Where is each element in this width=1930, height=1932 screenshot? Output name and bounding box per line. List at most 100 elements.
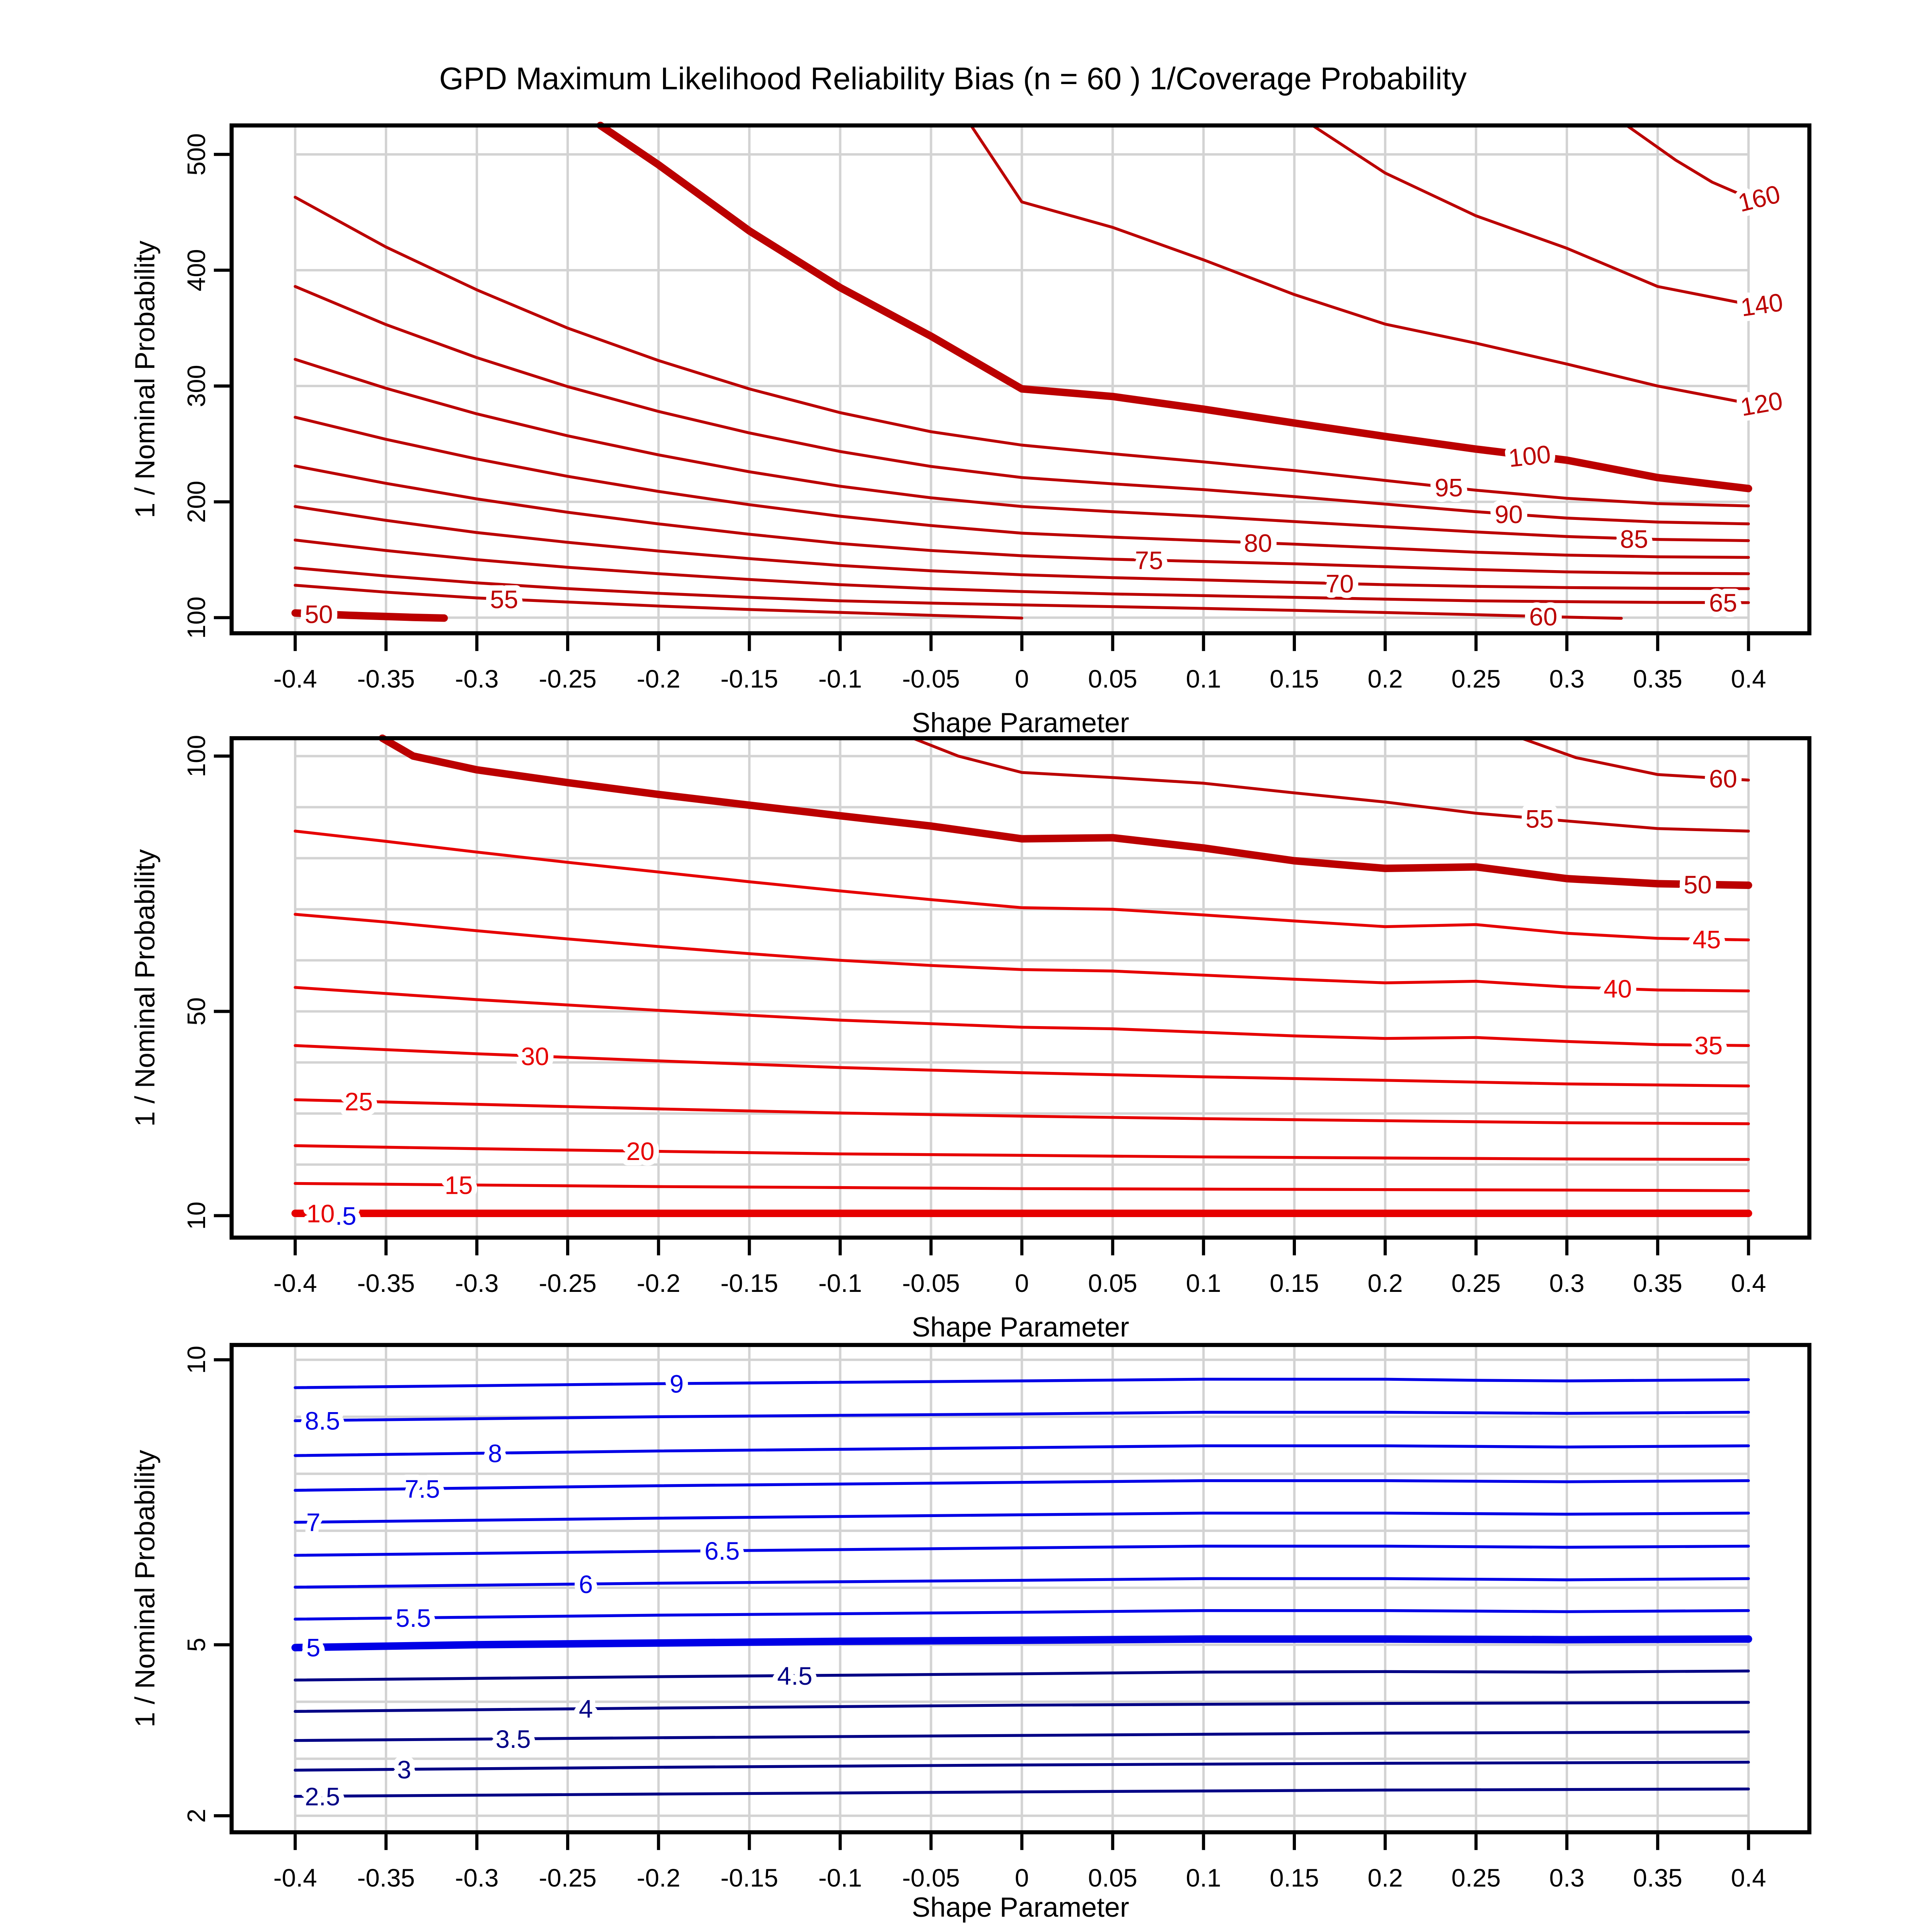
contour-line-8 xyxy=(294,1444,1750,1457)
y-tick-label: 300 xyxy=(183,365,211,407)
contour-line-35 xyxy=(294,986,1750,1047)
x-tick-label: 0.3 xyxy=(1549,665,1585,693)
contour-label-50: 50 xyxy=(305,601,333,629)
x-tick-label: 0 xyxy=(1015,665,1029,693)
x-tick-label: -0.25 xyxy=(539,1864,597,1892)
x-tick-label: 0.35 xyxy=(1633,1269,1682,1298)
x-tick-label: -0.3 xyxy=(455,1269,499,1298)
contour-label-35: 35 xyxy=(1694,1032,1723,1060)
x-tick-label: 0.25 xyxy=(1452,1269,1501,1298)
contour-label-120: 120 xyxy=(1738,386,1785,421)
contour-line-45 xyxy=(294,829,1750,942)
x-tick-label: 0.2 xyxy=(1367,665,1403,693)
x-tick-label: 0.05 xyxy=(1088,1864,1137,1892)
contour-line-5 xyxy=(291,1635,1752,1652)
x-tick-label: 0.15 xyxy=(1270,1269,1319,1298)
x-tick-label: -0.1 xyxy=(818,1864,862,1892)
x-tick-label: -0.4 xyxy=(273,1269,317,1298)
y-tick-label: 2 xyxy=(183,1809,211,1823)
x-tick-label: 0.4 xyxy=(1731,1269,1766,1298)
contour-line-4.5 xyxy=(294,1669,1750,1682)
contour-line-120 xyxy=(969,124,1750,405)
contour-line-9 xyxy=(294,1378,1750,1389)
contour-label-10: 10 xyxy=(306,1200,335,1228)
x-tick-label: 0 xyxy=(1015,1269,1029,1298)
x-tick-label: -0.35 xyxy=(357,665,415,693)
contour-line-60 xyxy=(1520,737,1750,782)
contour-label-140: 140 xyxy=(1739,288,1785,322)
x-tick-label: -0.4 xyxy=(273,665,317,693)
x-tick-label: -0.2 xyxy=(636,1269,680,1298)
y-tick-label: 100 xyxy=(183,597,211,639)
y-tick-label: 200 xyxy=(183,481,211,523)
contour-line-15 xyxy=(294,1182,1750,1192)
x-tick-label: 0.05 xyxy=(1088,665,1137,693)
y-axis-label: 1 / Nominal Probability xyxy=(129,849,160,1127)
contour-line-7.5 xyxy=(294,1479,1750,1492)
contour-line-70 xyxy=(294,505,1750,590)
x-tick-label: 0 xyxy=(1015,1864,1029,1892)
contour-line-80 xyxy=(294,416,1750,559)
x-tick-label: 0.35 xyxy=(1633,1864,1682,1892)
x-tick-label: -0.3 xyxy=(455,665,499,693)
contour-line-95 xyxy=(294,195,1750,507)
y-axis-label: 1 / Nominal Probability xyxy=(129,240,160,518)
contour-label-100: 100 xyxy=(1507,440,1552,473)
x-tick-label: -0.3 xyxy=(455,1864,499,1892)
contour-label-70: 70 xyxy=(1326,570,1354,598)
contour-line-40 xyxy=(294,913,1750,993)
contour-label-9.5: 9.5 xyxy=(321,1202,357,1230)
contour-label-20: 20 xyxy=(626,1137,655,1166)
x-tick-label: -0.35 xyxy=(357,1864,415,1892)
contour-line-55 xyxy=(911,737,1750,833)
x-tick-label: -0.35 xyxy=(357,1269,415,1298)
y-tick-label: 10 xyxy=(183,1201,211,1230)
contour-label-5: 5 xyxy=(306,1634,320,1662)
x-tick-label: 0.4 xyxy=(1731,1864,1766,1892)
x-axis-label: Shape Parameter xyxy=(912,1312,1129,1343)
x-tick-label: 0.15 xyxy=(1270,665,1319,693)
y-axis-label: 1 / Nominal Probability xyxy=(129,1450,160,1727)
x-tick-label: -0.25 xyxy=(539,1269,597,1298)
contour-label-25: 25 xyxy=(345,1088,373,1116)
x-tick-label: 0.1 xyxy=(1186,1864,1221,1892)
y-tick-label: 500 xyxy=(183,133,211,175)
contour-label-3: 3 xyxy=(397,1756,411,1784)
contour-label-30: 30 xyxy=(521,1043,549,1071)
x-tick-label: -0.25 xyxy=(539,665,597,693)
contour-label-5.5: 5.5 xyxy=(396,1604,431,1632)
contour-label-7: 7 xyxy=(306,1509,320,1537)
contour-line-30 xyxy=(294,1044,1750,1088)
contour-line-7 xyxy=(294,1511,1750,1524)
x-tick-label: 0.1 xyxy=(1186,1269,1221,1298)
contour-label-40: 40 xyxy=(1604,975,1632,1003)
contour-line-6.5 xyxy=(294,1544,1750,1557)
x-tick-label: -0.1 xyxy=(818,665,862,693)
contour-label-75: 75 xyxy=(1135,546,1163,575)
contour-label-60: 60 xyxy=(1709,765,1737,793)
x-tick-label: -0.05 xyxy=(902,1864,960,1892)
x-tick-label: -0.05 xyxy=(902,1269,960,1298)
y-tick-label: 10 xyxy=(183,1346,211,1374)
x-tick-label: -0.1 xyxy=(818,1269,862,1298)
contour-label-9: 9 xyxy=(669,1370,684,1398)
x-tick-label: 0.25 xyxy=(1452,1864,1501,1892)
x-tick-label: 0.3 xyxy=(1549,1864,1585,1892)
contour-label-65: 65 xyxy=(1709,589,1737,617)
contour-line-2.5 xyxy=(294,1787,1750,1798)
contour-line-6 xyxy=(294,1577,1750,1589)
contour-line-8.5 xyxy=(294,1411,1750,1423)
x-tick-label: 0.15 xyxy=(1270,1864,1319,1892)
contour-line-20 xyxy=(294,1144,1750,1161)
x-tick-label: 0.1 xyxy=(1186,665,1221,693)
contour-label-2.5: 2.5 xyxy=(305,1783,340,1811)
contour-line-25 xyxy=(294,1098,1750,1125)
x-tick-label: 0.2 xyxy=(1367,1864,1403,1892)
contour-label-95: 95 xyxy=(1435,474,1463,502)
contour-label-50: 50 xyxy=(1684,871,1712,899)
x-tick-label: 0.35 xyxy=(1633,665,1682,693)
x-axis-label: Shape Parameter xyxy=(912,707,1129,738)
contour-line-90 xyxy=(294,285,1750,526)
contour-label-4.5: 4.5 xyxy=(777,1662,813,1690)
